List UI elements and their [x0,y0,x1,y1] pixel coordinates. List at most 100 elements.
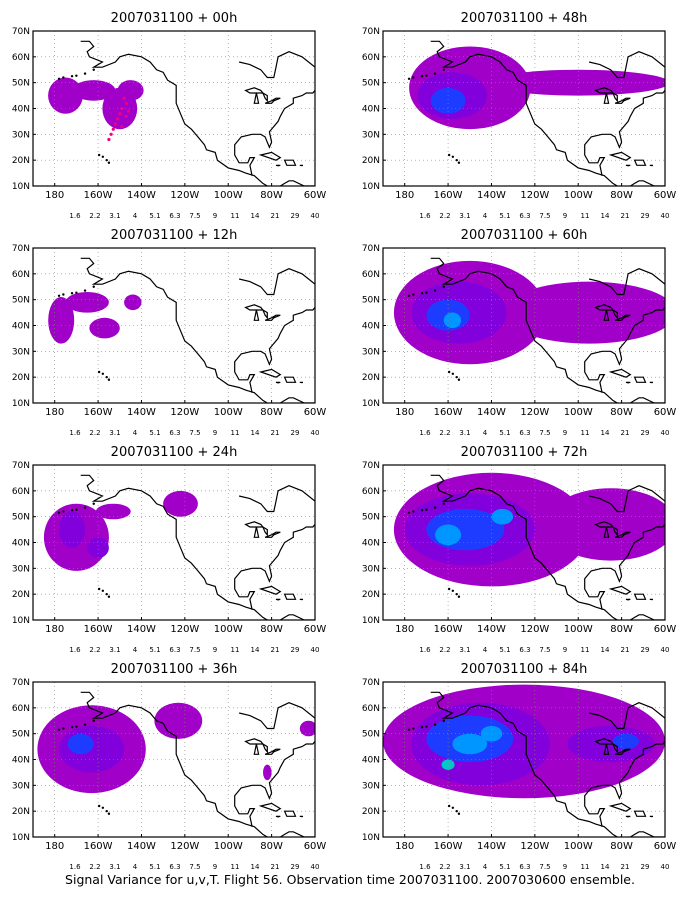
island-dot [433,723,437,726]
colorbar-label: 4 [483,863,488,871]
island-outline [258,151,282,161]
lake-outline [244,738,265,745]
lon-label: 140W [127,407,156,418]
island-outline [275,381,281,384]
island-dot [447,153,451,157]
island-dot [451,806,455,810]
lat-label: 20N [362,590,380,600]
island-dot [451,155,455,159]
observation-point [126,109,130,113]
colorbar-label: 4 [483,212,488,220]
colorbar-label: 40 [311,863,320,871]
lon-label: 140W [477,407,506,418]
lon-label: 120W [520,624,549,635]
lon-label: 180 [395,841,414,852]
coastline [80,691,315,837]
coastline [80,474,315,620]
coastline [588,485,665,513]
lat-label: 60N [362,270,380,280]
island-dot [412,76,415,79]
colorbar-label: 6.3 [519,212,530,220]
lake-outline [244,87,265,94]
lake-outline [244,521,265,528]
island-dot [105,592,108,596]
variance-contour [502,281,665,344]
lon-label: 120W [520,190,549,201]
variance-contour [67,733,94,755]
coastline [234,90,315,176]
lon-label: 120W [170,190,199,201]
variance-contour [452,733,488,755]
colorbar-label: 11 [231,646,240,654]
island-dot [97,370,101,374]
variance-contour [124,294,142,311]
island-dot [92,719,95,722]
panel-title: 2007031100 + 48h [461,11,588,26]
colorbar-label: 21 [621,863,630,871]
variance-contour [117,80,144,101]
lat-label: 40N [362,539,380,549]
coastline [430,691,665,837]
colorbar-label: 9 [563,863,567,871]
lat-label: 50N [362,296,380,306]
island-dot [433,506,437,509]
lat-label: 20N [12,156,30,166]
island-dot [92,285,95,288]
island-dot [83,72,87,75]
lat-label: 60N [12,704,30,714]
island-dot [442,68,445,71]
colorbar-label: 1.6 [419,212,431,220]
colorbar-label: 3.1 [109,646,120,654]
map-panel: 2007031100 + 00h 70N 60N 50N 40N 30N 20N 10N 180… [12,11,327,220]
lat-label: 10N [12,182,30,192]
colorbar-label: 14 [601,212,610,220]
lat-label: 60N [12,53,30,63]
colorbar-label: 21 [621,212,630,220]
lat-label: 20N [362,373,380,383]
colorbar-label: 14 [601,646,610,654]
map-panel: 2007031100 + 24h 70N 60N 50N 40N 30N 20N 10N 180… [12,445,327,654]
lat-label: 50N [12,296,30,306]
colorbar-label: 40 [311,212,320,220]
island-dot [420,292,424,295]
lon-label: 180 [395,407,414,418]
island-outline [625,381,631,384]
lake-outline [614,531,631,538]
lon-label: 160W [84,841,113,852]
island-outline [608,802,632,812]
colorbar-label: 3.1 [109,863,120,871]
lat-label: 30N [362,347,380,357]
lat-label: 10N [362,399,380,409]
lon-label: 60W [304,624,327,635]
colorbar-label: 1.6 [69,212,81,220]
island-dot [107,595,111,598]
observation-point [109,132,113,136]
island-dot [447,587,451,591]
panel-title: 2007031100 + 60h [461,228,588,243]
lat-label: 40N [362,322,380,332]
lat-label: 30N [362,130,380,140]
colorbar-label: 14 [251,863,260,871]
colorbar-label: 6.3 [169,863,180,871]
island-dot [83,289,87,292]
lat-label: 10N [12,833,30,843]
lon-label: 140W [477,624,506,635]
figure-caption: Signal Variance for u,v,T. Flight 56. Ob… [65,872,635,887]
map-panel: 2007031100 + 48h 70N 60N 50N 40N 30N 20N 10N 180… [362,11,677,220]
lat-label: 60N [362,53,380,63]
variance-contour [491,508,514,525]
lat-label: 50N [362,513,380,523]
colorbar-label: 5.1 [149,646,160,654]
lon-label: 60W [654,624,677,635]
colorbar-label: 40 [661,212,670,220]
lat-label: 70N [362,244,380,254]
island-dot [105,809,108,813]
colorbar-label: 29 [291,429,300,437]
colorbar-label: 11 [231,863,240,871]
coastline [588,51,665,79]
lon-label: 80W [260,407,283,418]
variance-contour [163,490,198,517]
lon-label: 120W [170,841,199,852]
colorbar-label: 21 [271,212,280,220]
lake-outline [264,97,281,104]
